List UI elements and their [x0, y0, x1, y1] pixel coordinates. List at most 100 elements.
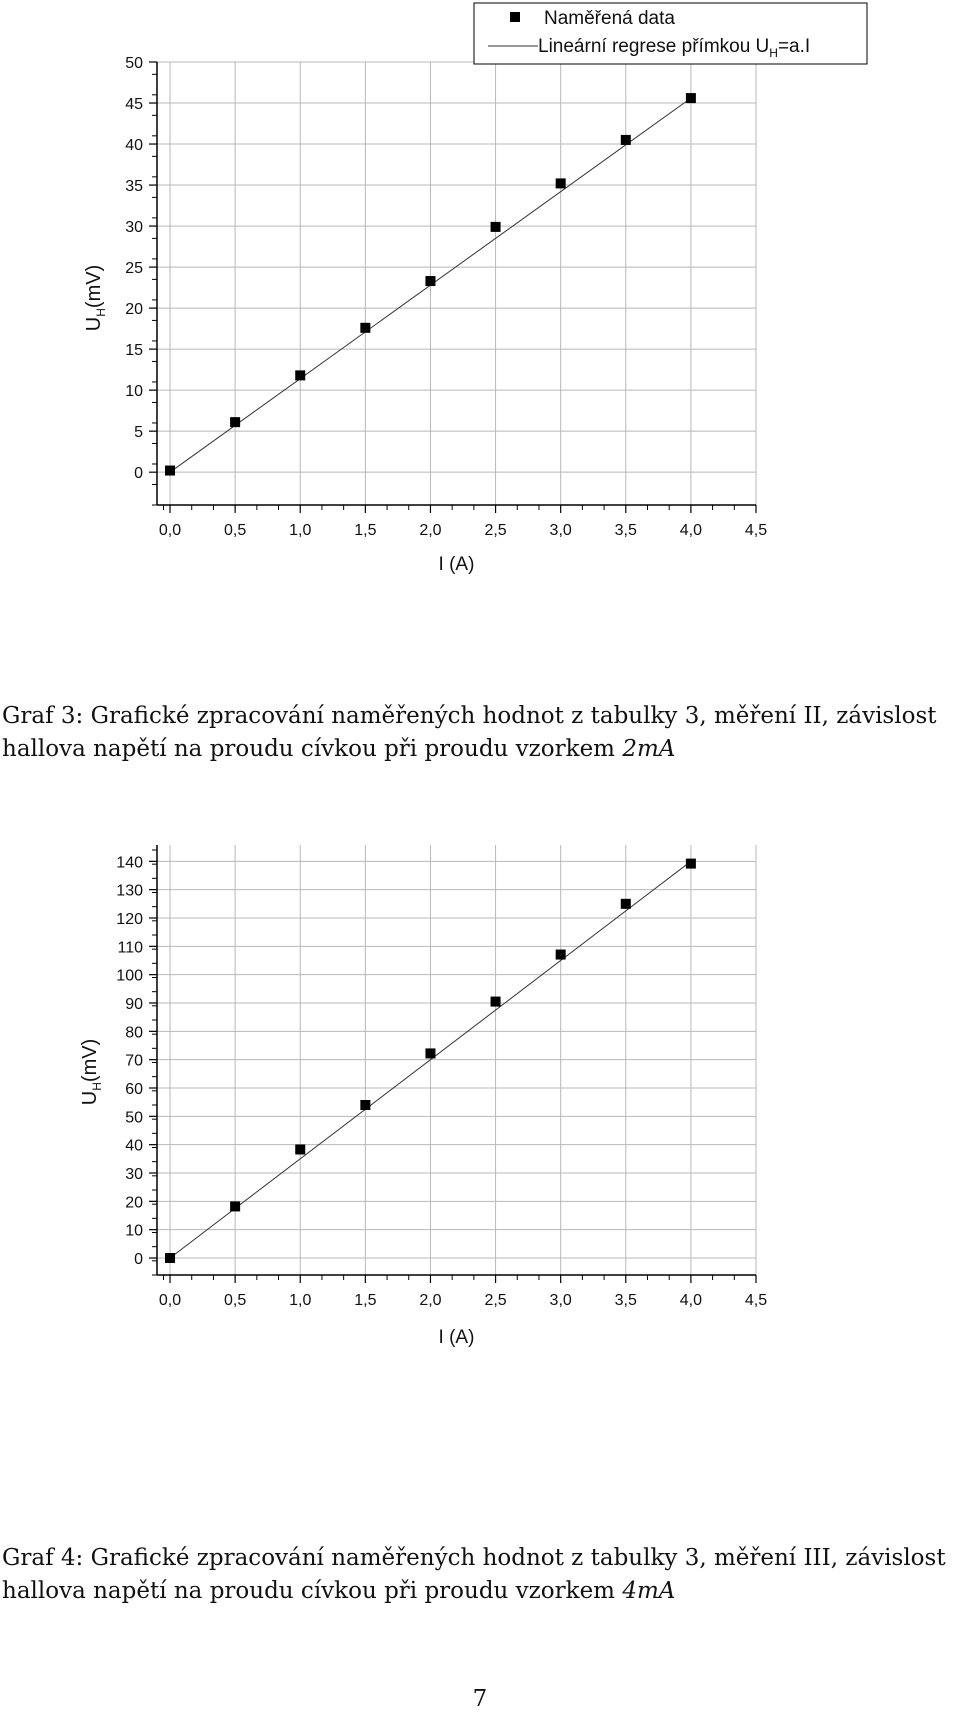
data-point [360, 1100, 371, 1110]
x-tick-label: 1,5 [354, 522, 376, 539]
data-point [295, 1144, 306, 1155]
y-tick-label: 40 [125, 137, 143, 154]
caption-math: 4mA [622, 1578, 676, 1604]
data-point [165, 1253, 176, 1263]
data-point [425, 276, 436, 287]
data-point [230, 417, 241, 428]
figure-caption-graf-4: Graf 4: Grafické zpracování naměřených h… [2, 1542, 958, 1608]
y-axis-label-sub: H [94, 308, 108, 317]
y-tick-label: 110 [117, 939, 143, 956]
x-tick-label: 2,0 [419, 1292, 441, 1309]
y-tick-label: 60 [125, 1081, 143, 1098]
x-tick-label: 0,5 [224, 522, 246, 539]
plot-area: 0,0 0,5 1,0 1,5 2,0 2,5 3,0 3,5 4,0 4,5 0 10 20 30 40 5… [79, 845, 767, 1348]
y-tick-label: 10 [125, 1223, 143, 1240]
y-tick-label: 20 [125, 301, 143, 318]
x-tick-label: 2,5 [484, 522, 506, 539]
y-tick-label: 25 [125, 260, 143, 277]
y-axis-label-sub: H [90, 1082, 104, 1091]
data-point [425, 1048, 436, 1059]
data-point [555, 949, 566, 960]
y-tick-label: 35 [125, 178, 143, 195]
caption-line: hallova napětí na proudu cívkou při prou… [2, 733, 958, 766]
y-tick-label: 90 [125, 996, 143, 1013]
data-point [165, 465, 176, 476]
y-tick-label: 80 [125, 1024, 143, 1041]
x-axis-label: I (A) [439, 1327, 475, 1348]
y-tick-label: 45 [125, 96, 143, 113]
x-tick-label: 1,5 [354, 1292, 376, 1309]
y-tick-label: 0 [134, 1251, 143, 1268]
legend-marker-data [510, 12, 520, 22]
page-number: 7 [472, 1686, 488, 1712]
y-tick-label: 50 [125, 1109, 143, 1126]
y-tick-label: 10 [125, 383, 143, 400]
y-tick-label: 30 [125, 219, 143, 236]
data-point [620, 134, 631, 145]
x-tick-label: 4,0 [680, 1292, 702, 1309]
data-point [230, 1201, 241, 1212]
legend: Naměřená data Lineární regrese přímkou UH… [473, 2, 868, 65]
caption-math: 2mA [622, 736, 676, 762]
data-point [620, 898, 631, 909]
y-tick-label: 50 [125, 55, 143, 72]
x-tick-label: 1,0 [289, 522, 311, 539]
x-tick-label: 0,5 [224, 1292, 246, 1309]
y-tick-label: 130 [116, 883, 143, 900]
grid [157, 61, 757, 505]
x-tick-label: 3,5 [615, 1292, 637, 1309]
x-tick-label: 0,0 [159, 1292, 181, 1309]
legend-box [473, 2, 868, 65]
y-tick-label: 5 [134, 424, 143, 441]
regression-line [169, 860, 692, 1259]
y-tick-label: 20 [125, 1194, 143, 1211]
figure-caption-graf-3: Graf 3: Grafické zpracování naměřených h… [2, 700, 958, 766]
x-tick-label: 3,5 [615, 522, 637, 539]
data-point [685, 93, 696, 104]
legend-label-regression-tail: =a.I [778, 36, 810, 57]
caption-text: hallova napětí na proudu cívkou při prou… [2, 1578, 623, 1604]
x-tick-label: 0,0 [159, 522, 181, 539]
x-tick-label: 4,5 [745, 1292, 767, 1309]
y-tick-label: 140 [116, 854, 143, 871]
y-axis-label-main: U [79, 1091, 101, 1105]
y-tick-label: 120 [116, 911, 143, 928]
legend-label-regression-main: Lineární regrese přímkou U [538, 36, 769, 57]
y-axis-label-unit: (mV) [79, 1039, 101, 1082]
y-tick-label: 30 [125, 1166, 143, 1183]
data-point [685, 858, 696, 869]
x-tick-label: 3,0 [550, 522, 572, 539]
y-axis-label: UH(mV) [79, 1039, 104, 1105]
caption-text: hallova napětí na proudu cívkou při prou… [2, 736, 623, 762]
data-point [555, 178, 566, 189]
data-point [490, 221, 501, 232]
y-axis-label: UH(mV) [83, 265, 108, 331]
caption-line: Graf 3: Grafické zpracování naměřených h… [2, 703, 937, 729]
legend-label-data: Naměřená data [544, 8, 675, 29]
x-tick-label: 2,5 [484, 1292, 506, 1309]
data-point [490, 996, 501, 1007]
y-axis-label-main: U [83, 317, 105, 331]
x-tick-label: 1,0 [289, 1292, 311, 1309]
plot-area: 0,0 0,5 1,0 1,5 2,0 2,5 3,0 3,5 4,0 4,5 0 5 10 15 20 25… [83, 55, 767, 575]
data-point [360, 322, 371, 333]
y-tick-label: 70 [125, 1053, 143, 1070]
y-tick-label: 15 [125, 342, 143, 359]
legend-label-regression: Lineární regrese přímkou UH=a.I [538, 36, 810, 60]
grid [157, 845, 757, 1275]
caption-line: Graf 4: Grafické zpracování naměřených h… [2, 1545, 946, 1571]
x-tick-label: 4,5 [745, 522, 767, 539]
x-tick-label: 4,0 [680, 522, 702, 539]
x-tick-label: 3,0 [550, 1292, 572, 1309]
data-point [295, 370, 306, 381]
y-tick-label: 100 [116, 968, 143, 985]
x-axis-label: I (A) [439, 554, 475, 575]
y-tick-label: 40 [125, 1138, 143, 1155]
y-tick-label: 0 [134, 465, 143, 482]
chart-graf-3: 0,0 0,5 1,0 1,5 2,0 2,5 3,0 3,5 4,0 4,5 0 5 10 15 20 25… [83, 2, 868, 575]
legend-label-regression-sub: H [769, 46, 778, 60]
chart-graf-4: 0,0 0,5 1,0 1,5 2,0 2,5 3,0 3,5 4,0 4,5 0 10 20 30 40 5… [79, 845, 767, 1348]
caption-line: hallova napětí na proudu cívkou při prou… [2, 1575, 958, 1608]
y-axis-label-unit: (mV) [83, 265, 105, 308]
x-tick-label: 2,0 [419, 522, 441, 539]
